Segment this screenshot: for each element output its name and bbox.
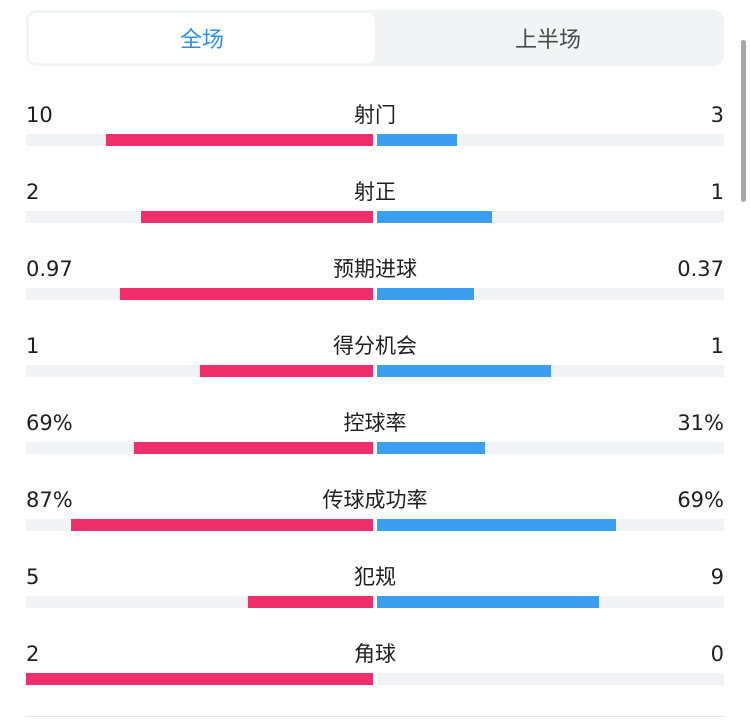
away-bar-track bbox=[377, 442, 724, 454]
stat-label: 射正 bbox=[354, 180, 396, 204]
home-bar-track bbox=[26, 519, 373, 531]
away-bar-track bbox=[377, 365, 724, 377]
tab-full-match[interactable]: 全场 bbox=[29, 13, 375, 63]
stat-label: 控球率 bbox=[343, 411, 407, 435]
home-bar bbox=[133, 442, 373, 454]
divider bbox=[26, 716, 724, 717]
home-value: 2 bbox=[26, 642, 40, 666]
stat-label: 角球 bbox=[354, 642, 396, 666]
away-bar-track bbox=[377, 211, 724, 223]
home-value: 10 bbox=[26, 103, 53, 127]
away-bar bbox=[377, 596, 600, 608]
stat-label: 得分机会 bbox=[333, 334, 417, 358]
home-bar-track bbox=[26, 211, 373, 223]
home-bar-track bbox=[26, 365, 373, 377]
stat-row-fouls: 5 犯规 9 bbox=[26, 562, 724, 622]
away-bar bbox=[377, 365, 551, 377]
stat-row-expected-goals: 0.97 预期进球 0.37 bbox=[26, 254, 724, 314]
away-value: 1 bbox=[710, 180, 724, 204]
stat-row-shots-on-target: 2 射正 1 bbox=[26, 177, 724, 237]
stat-row-pass-accuracy: 87% 传球成功率 69% bbox=[26, 485, 724, 545]
away-bar bbox=[377, 288, 475, 300]
away-bar-track bbox=[377, 673, 724, 685]
home-bar-track bbox=[26, 288, 373, 300]
home-bar bbox=[105, 134, 373, 146]
home-bar-track bbox=[26, 134, 373, 146]
home-bar-track bbox=[26, 442, 373, 454]
stat-row-corners: 2 角球 0 bbox=[26, 639, 724, 699]
away-bar-track bbox=[377, 519, 724, 531]
away-bar bbox=[377, 519, 617, 531]
home-bar bbox=[119, 288, 373, 300]
stat-label: 射门 bbox=[354, 103, 396, 127]
away-bar bbox=[377, 442, 485, 454]
stat-label: 预期进球 bbox=[333, 257, 417, 281]
away-bar bbox=[377, 211, 492, 223]
away-value: 3 bbox=[710, 103, 724, 127]
home-bar bbox=[199, 365, 373, 377]
away-value: 0.37 bbox=[677, 257, 724, 281]
home-bar-track bbox=[26, 596, 373, 608]
away-value: 31% bbox=[677, 411, 724, 435]
stat-label: 传球成功率 bbox=[322, 488, 428, 512]
away-value: 9 bbox=[710, 565, 724, 589]
scrollbar[interactable] bbox=[741, 40, 746, 202]
period-tabs: 全场 上半场 bbox=[26, 10, 724, 66]
home-value: 2 bbox=[26, 180, 40, 204]
away-value: 69% bbox=[677, 488, 724, 512]
away-bar-track bbox=[377, 134, 724, 146]
home-bar bbox=[71, 519, 373, 531]
home-value: 5 bbox=[26, 565, 40, 589]
stat-label: 犯规 bbox=[354, 565, 396, 589]
tab-first-half[interactable]: 上半场 bbox=[514, 28, 581, 53]
home-value: 1 bbox=[26, 334, 40, 358]
home-value: 69% bbox=[26, 411, 73, 435]
stat-row-possession: 69% 控球率 31% bbox=[26, 408, 724, 468]
away-bar bbox=[377, 134, 457, 146]
away-value: 1 bbox=[710, 334, 724, 358]
home-value: 87% bbox=[26, 488, 73, 512]
home-value: 0.97 bbox=[26, 257, 73, 281]
away-bar-track bbox=[377, 288, 724, 300]
home-bar bbox=[26, 673, 373, 685]
home-bar-track bbox=[26, 673, 373, 685]
home-bar bbox=[248, 596, 373, 608]
away-value: 0 bbox=[710, 642, 724, 666]
away-bar-track bbox=[377, 596, 724, 608]
stat-row-big-chances: 1 得分机会 1 bbox=[26, 331, 724, 391]
home-bar bbox=[140, 211, 373, 223]
stat-row-shots: 10 射门 3 bbox=[26, 100, 724, 160]
